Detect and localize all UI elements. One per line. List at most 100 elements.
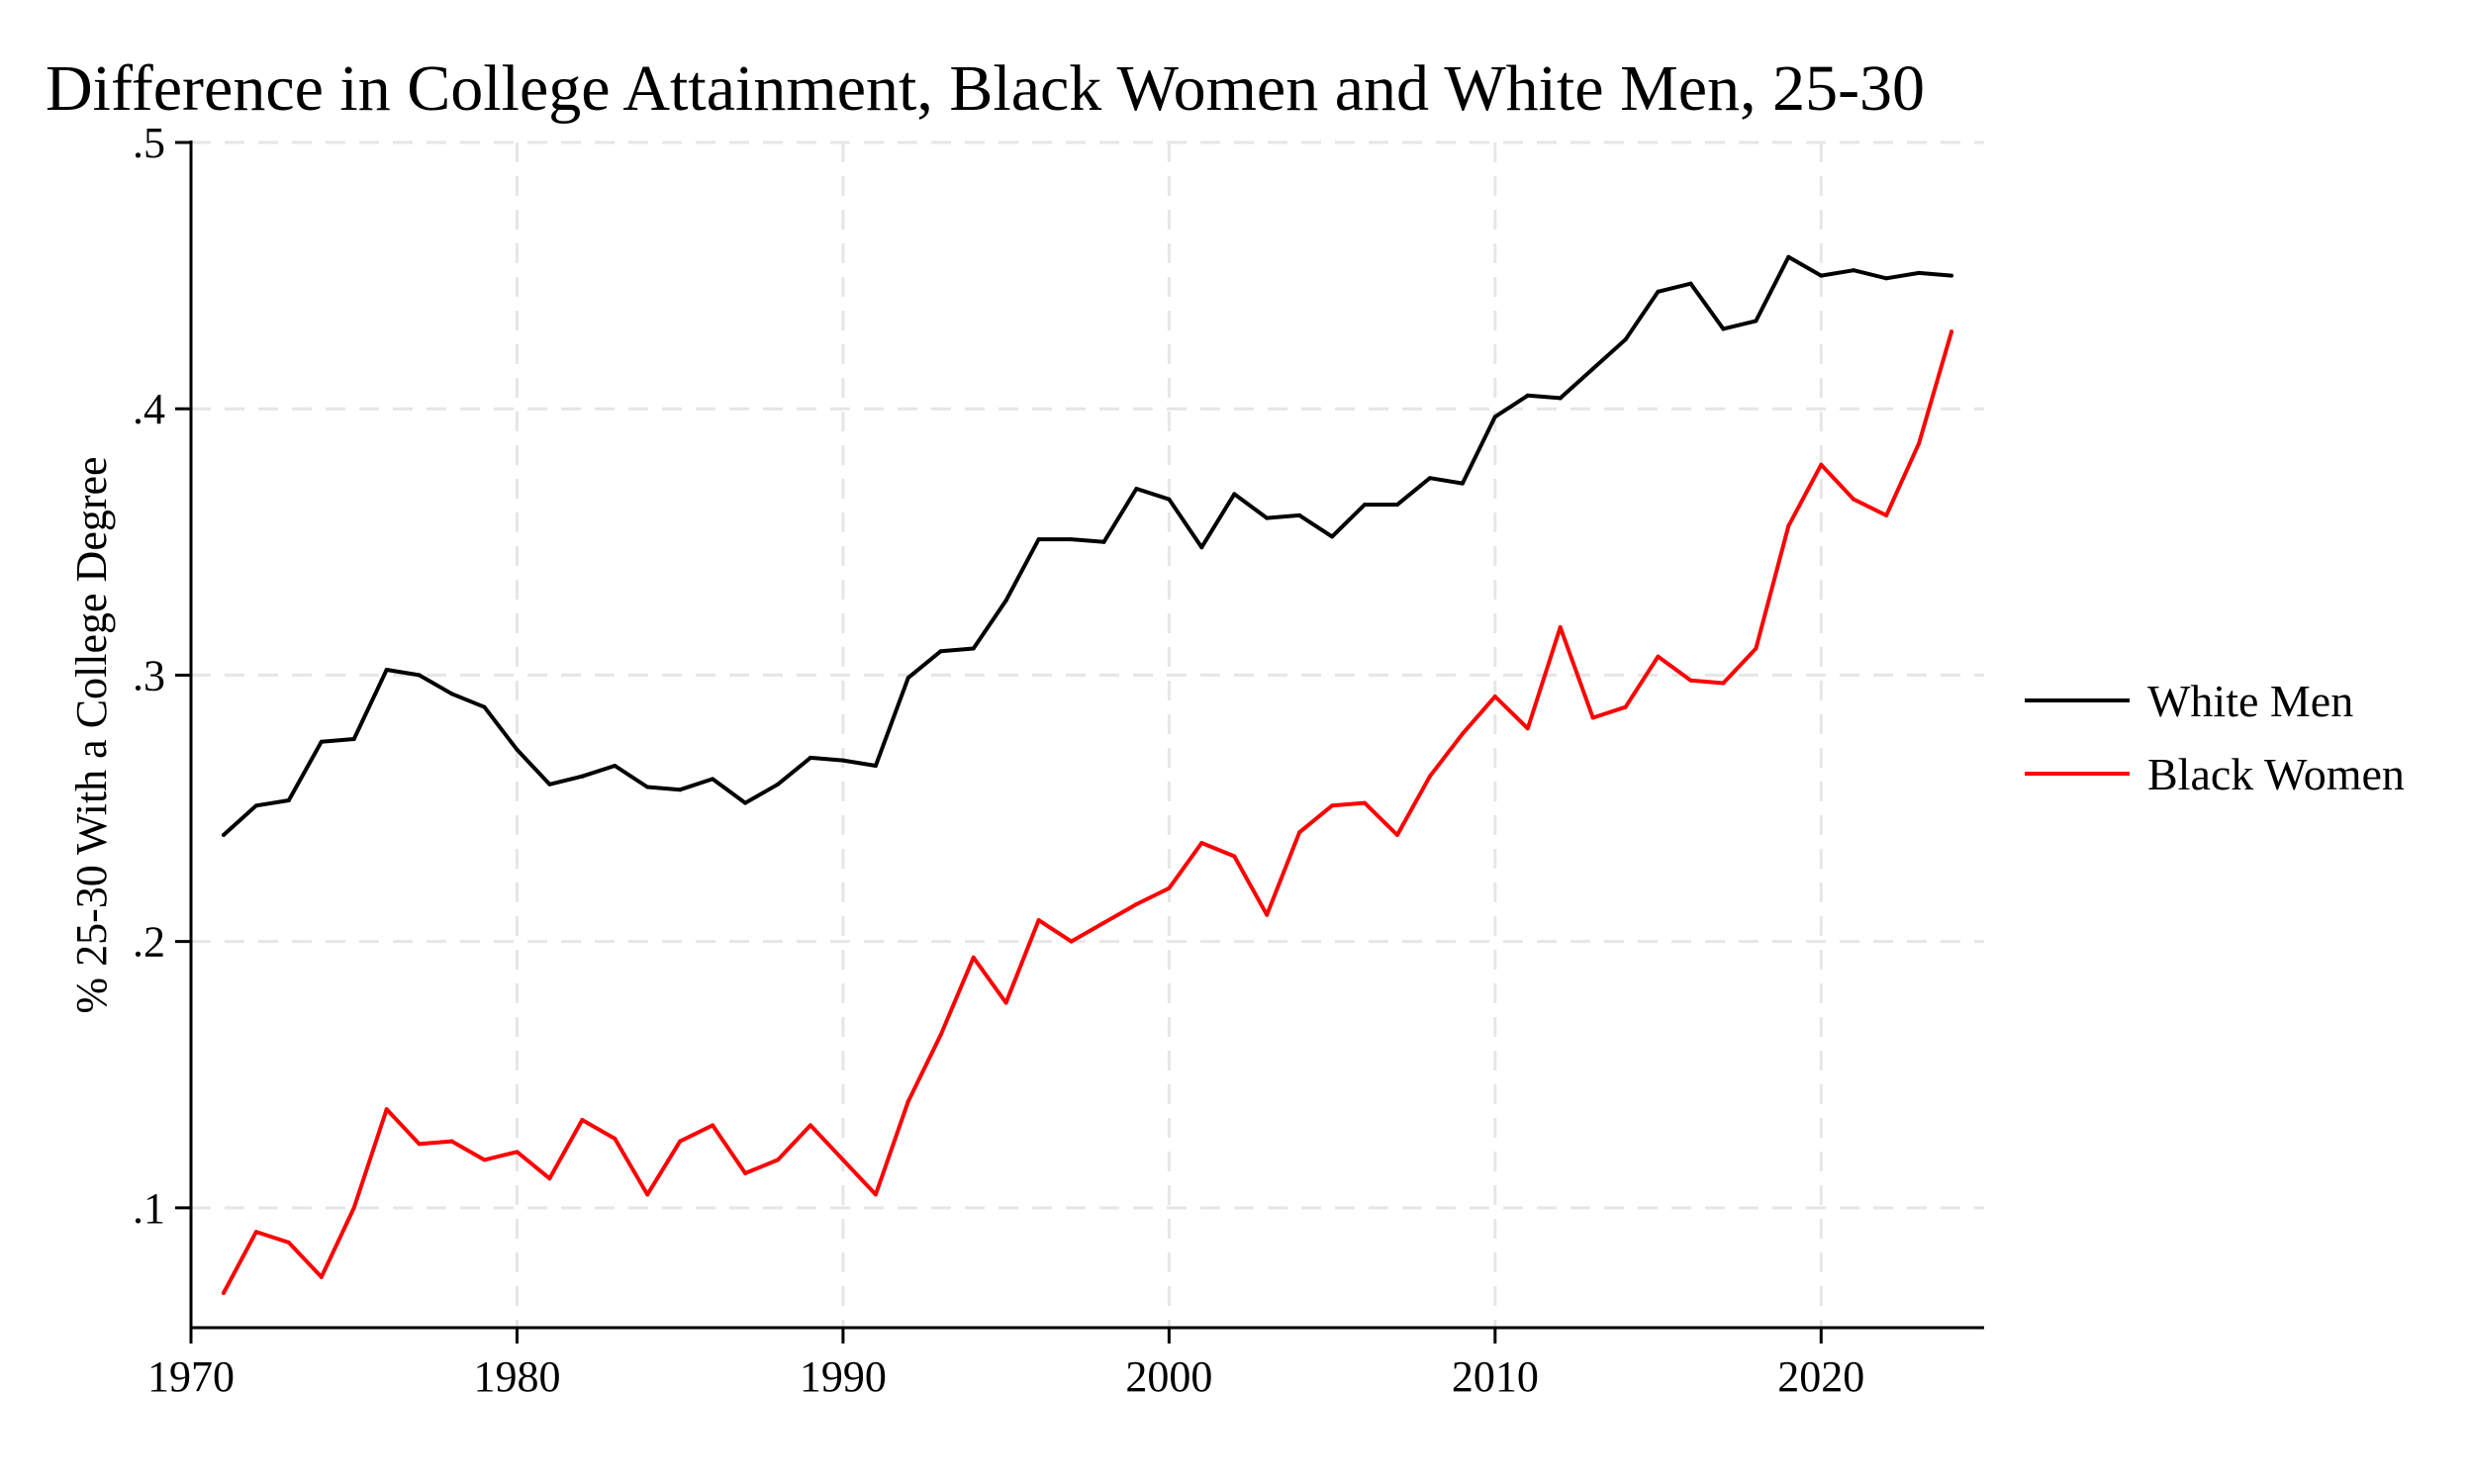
data-point [221, 832, 226, 837]
data-point [1623, 337, 1628, 342]
data-point [678, 1139, 683, 1144]
data-point [253, 803, 258, 808]
data-point [645, 785, 650, 789]
data-point [1558, 624, 1563, 629]
axes: .1 .2 .3 .4 .5 1970 1980 1990 2000 2010 2020 % 25-3… [67, 119, 1984, 1401]
data-point [808, 755, 812, 760]
series-white-men [221, 254, 1954, 837]
data-point [1558, 396, 1563, 401]
data-point [1101, 920, 1106, 925]
data-point [1819, 462, 1824, 467]
data-point [776, 782, 781, 787]
data-point [1884, 276, 1889, 281]
data-point [417, 1142, 422, 1147]
data-point [1590, 366, 1595, 371]
data-point [971, 646, 976, 651]
legend: White Men Black Women [2025, 676, 2405, 799]
y-tick-label: .1 [133, 1184, 165, 1233]
data-point [384, 668, 389, 673]
y-tick-label: .3 [133, 651, 165, 699]
data-point [1003, 1000, 1008, 1005]
data-point [1721, 326, 1726, 331]
series-line [222, 254, 1952, 837]
data-point [743, 1170, 748, 1175]
data-point [1623, 704, 1628, 709]
data-point [1069, 939, 1074, 944]
data-point [1656, 289, 1661, 294]
legend-label: White Men [2147, 676, 2353, 726]
data-point [1427, 774, 1432, 779]
data-point [1003, 599, 1008, 603]
data-point [351, 1205, 356, 1210]
x-tick-label: 2020 [1777, 1352, 1864, 1401]
data-point [1363, 503, 1368, 508]
data-point [1917, 270, 1922, 275]
x-tick-label: 1990 [800, 1352, 887, 1401]
data-point [1427, 476, 1432, 481]
data-point [547, 1176, 552, 1181]
data-point [1917, 441, 1922, 446]
data-point [1199, 841, 1204, 846]
data-point [1101, 539, 1106, 544]
data-point [1363, 800, 1368, 805]
data-point [1656, 654, 1661, 659]
y-tick-label: .2 [133, 918, 165, 967]
data-point [221, 1291, 226, 1296]
data-point [1069, 537, 1074, 542]
data-point [515, 747, 520, 752]
legend-item: Black Women [2025, 749, 2405, 799]
x-tick-label: 2000 [1125, 1352, 1212, 1401]
data-point [1232, 854, 1237, 859]
data-point [873, 1192, 878, 1197]
data-point [613, 763, 618, 768]
data-point [417, 673, 422, 678]
data-point [808, 1123, 812, 1128]
data-point [971, 955, 976, 960]
data-point [1525, 726, 1530, 731]
y-axis-title: % 25-30 With a College Degree [67, 456, 116, 1013]
x-tick-label: 1970 [147, 1352, 235, 1401]
data-point [873, 763, 878, 768]
data-point [1134, 901, 1139, 906]
data-point [1949, 329, 1954, 334]
data-point [515, 1150, 520, 1155]
data-point [1590, 715, 1595, 720]
data-point [1330, 534, 1335, 539]
data-point [1134, 486, 1139, 491]
data-point [1492, 415, 1497, 419]
chart-title: Difference in College Attainment, Black … [46, 52, 1926, 125]
data-point [1265, 912, 1270, 917]
data-point [711, 1123, 715, 1128]
data-point [743, 800, 748, 805]
data-point [319, 1274, 324, 1279]
data-point [1688, 678, 1693, 683]
data-point [905, 676, 910, 681]
data-point [905, 1099, 910, 1104]
data-point [482, 704, 487, 709]
data-point [1460, 481, 1465, 486]
data-point [449, 692, 454, 696]
data-point [449, 1139, 454, 1144]
legend-label: Black Women [2147, 749, 2405, 799]
data-point [286, 1240, 291, 1245]
x-tick-label: 2010 [1452, 1352, 1539, 1401]
data-point [1167, 497, 1172, 502]
data-point [1754, 646, 1759, 651]
legend-item: White Men [2025, 676, 2353, 726]
data-point [1949, 273, 1954, 278]
data-point [1167, 885, 1172, 890]
data-point [1688, 281, 1693, 286]
data-point [384, 1107, 389, 1112]
data-point [1786, 523, 1791, 528]
series-line [222, 330, 1954, 1294]
data-point [1754, 319, 1759, 324]
data-point [547, 782, 552, 787]
data-point [1721, 681, 1726, 686]
data-point [1394, 503, 1399, 508]
data-point [1819, 273, 1824, 278]
y-tick-label: .5 [133, 119, 165, 167]
data-point [580, 774, 585, 779]
data-point [1330, 803, 1335, 808]
data-point [1297, 512, 1302, 517]
data-point [253, 1230, 258, 1235]
